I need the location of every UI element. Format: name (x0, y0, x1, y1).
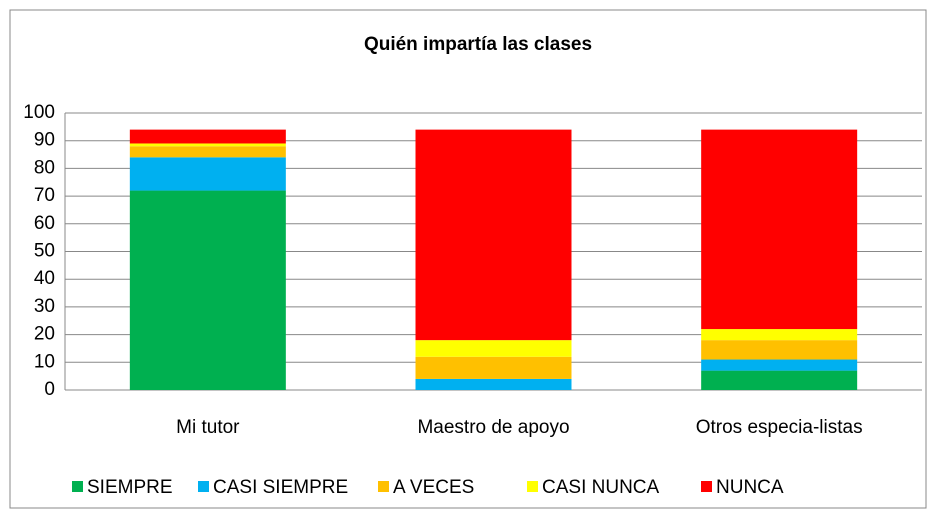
bar-segment (415, 129, 572, 341)
bar-segment (129, 157, 286, 191)
y-tick-label: 100 (23, 102, 55, 123)
legend-label: NUNCA (716, 477, 784, 498)
legend-swatch (198, 481, 209, 492)
legend-swatch (72, 481, 83, 492)
y-tick-label: 60 (34, 213, 55, 234)
bar-segment (701, 359, 858, 371)
bar-segment (701, 329, 858, 341)
bar-segment (129, 143, 286, 147)
y-tick-label: 10 (34, 351, 55, 372)
bar-segment (701, 370, 858, 390)
bar-segment (129, 190, 286, 390)
bar-segment (701, 129, 858, 330)
bar-segment (701, 340, 858, 360)
chart-title: Quién impartía las clases (364, 34, 592, 55)
legend-label: CASI NUNCA (542, 477, 660, 498)
bar-segment (415, 378, 572, 390)
y-tick-label: 80 (34, 157, 55, 178)
x-tick-label: Maestro de apoyo (417, 417, 569, 438)
y-tick-label: 70 (34, 185, 55, 206)
y-tick-label: 90 (34, 130, 55, 151)
legend-label: CASI SIEMPRE (213, 477, 348, 498)
bar-segment (129, 129, 286, 144)
x-tick-label: Mi tutor (176, 417, 240, 438)
bar-segment (415, 356, 572, 379)
x-tick-label: Otros especia-listas (696, 417, 863, 438)
legend-swatch (527, 481, 538, 492)
legend-swatch (701, 481, 712, 492)
bar-segment (129, 146, 286, 158)
bar-segment (415, 340, 572, 357)
y-tick-label: 50 (34, 241, 55, 262)
y-tick-label: 20 (34, 324, 55, 345)
legend-label: A VECES (393, 477, 474, 498)
legend-swatch (378, 481, 389, 492)
legend-label: SIEMPRE (87, 477, 173, 498)
y-tick-label: 40 (34, 268, 55, 289)
y-tick-label: 0 (44, 379, 55, 400)
y-tick-label: 30 (34, 296, 55, 317)
